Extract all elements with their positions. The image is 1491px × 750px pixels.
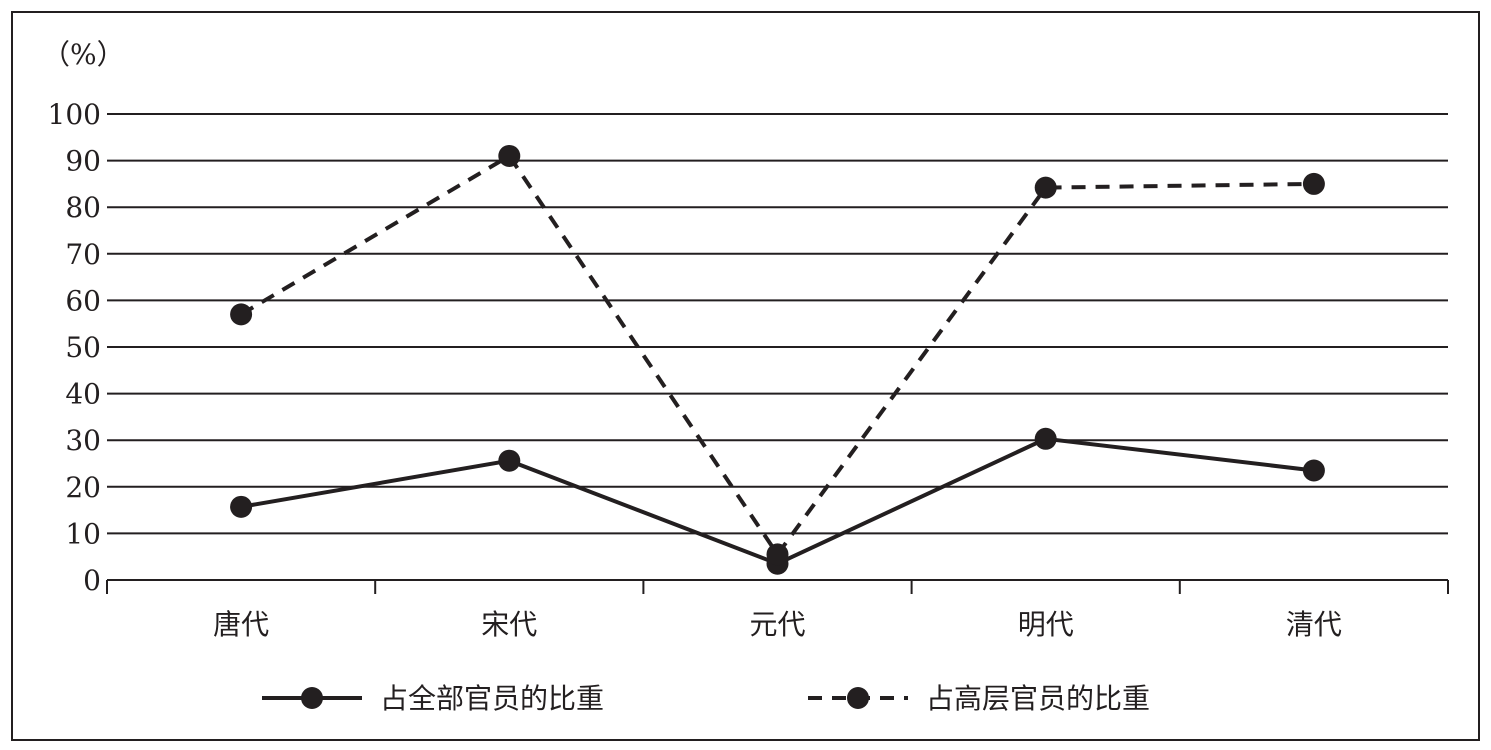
x-category-label: 清代 bbox=[1286, 608, 1342, 641]
legend-entry: 占高层官员的比重 bbox=[808, 682, 1150, 715]
y-tick-label: 80 bbox=[65, 191, 101, 224]
legend-label: 占全部官员的比重 bbox=[380, 682, 604, 715]
x-axis-categories: 唐代 宋代 元代 明代 清代 bbox=[213, 608, 1342, 641]
y-axis: 0 10 20 30 40 50 60 70 80 90 100 bbox=[48, 98, 101, 597]
x-category-label: 宋代 bbox=[481, 608, 537, 641]
data-point bbox=[1034, 427, 1057, 450]
y-tick-label: 30 bbox=[65, 424, 101, 457]
series-line bbox=[240, 153, 1314, 557]
data-point bbox=[230, 303, 253, 326]
data-point bbox=[230, 495, 253, 518]
x-category-label: 元代 bbox=[749, 608, 805, 641]
grid bbox=[107, 113, 1448, 535]
legend-entry: 占全部官员的比重 bbox=[262, 682, 604, 715]
data-point bbox=[766, 543, 789, 566]
y-tick-label: 40 bbox=[65, 378, 101, 411]
x-category-label: 唐代 bbox=[213, 608, 269, 641]
unit-label: （%） bbox=[42, 38, 125, 71]
x-category-label: 明代 bbox=[1018, 608, 1074, 641]
y-tick-label: 20 bbox=[65, 471, 101, 504]
legend-label: 占高层官员的比重 bbox=[926, 682, 1150, 715]
y-tick-label: 0 bbox=[83, 564, 101, 597]
legend: 占全部官员的比重 占高层官员的比重 bbox=[262, 682, 1150, 715]
y-tick-label: 70 bbox=[65, 238, 101, 271]
y-tick-label: 60 bbox=[65, 284, 101, 317]
series-2 bbox=[230, 144, 1325, 566]
legend-marker bbox=[301, 687, 323, 709]
y-tick-label: 100 bbox=[48, 98, 101, 131]
y-tick-label: 90 bbox=[65, 145, 101, 178]
legend-marker bbox=[847, 687, 869, 709]
data-point bbox=[498, 449, 521, 472]
data-point bbox=[1302, 459, 1325, 482]
data-point bbox=[1034, 176, 1057, 199]
y-tick-label: 50 bbox=[65, 331, 101, 364]
chart-frame bbox=[11, 11, 1480, 741]
series bbox=[230, 144, 1325, 575]
y-tick-label: 10 bbox=[65, 517, 101, 550]
x-axis bbox=[106, 579, 1449, 594]
data-point bbox=[498, 144, 521, 167]
data-point bbox=[1302, 172, 1325, 195]
